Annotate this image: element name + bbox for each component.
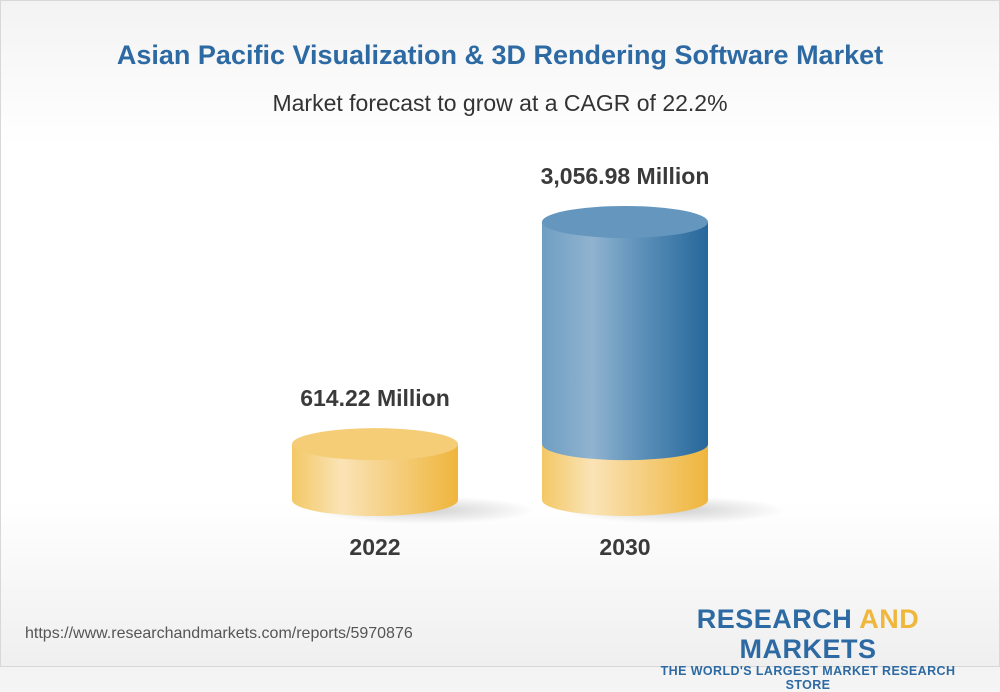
- bar-top: [292, 428, 458, 461]
- chart-plot: 614.22 Million 2022 3,056.98 Million 2030: [292, 163, 785, 560]
- research-and-markets-logo: RESEARCH AND MARKETS THE WORLD'S LARGEST…: [660, 604, 956, 692]
- source-url[interactable]: https://www.researchandmarkets.com/repor…: [25, 625, 413, 642]
- bar-top: [542, 206, 708, 238]
- bar-base-segment: [292, 444, 458, 516]
- bar-growth-segment: [542, 222, 708, 461]
- data-label: 614.22 Million: [300, 385, 450, 411]
- bar-base-segment: [542, 444, 708, 516]
- data-label: 3,056.98 Million: [541, 163, 710, 189]
- chart-title: Asian Pacific Visualization & 3D Renderi…: [116, 40, 884, 70]
- chart-subtitle: Market forecast to grow at a CAGR of 22.…: [272, 90, 728, 116]
- cylinder-bar-2030: 3,056.98 Million 2030: [541, 163, 785, 560]
- category-label: 2030: [599, 534, 650, 560]
- category-label: 2022: [349, 534, 400, 560]
- cylinder-bar-2022: 614.22 Million 2022: [292, 385, 535, 560]
